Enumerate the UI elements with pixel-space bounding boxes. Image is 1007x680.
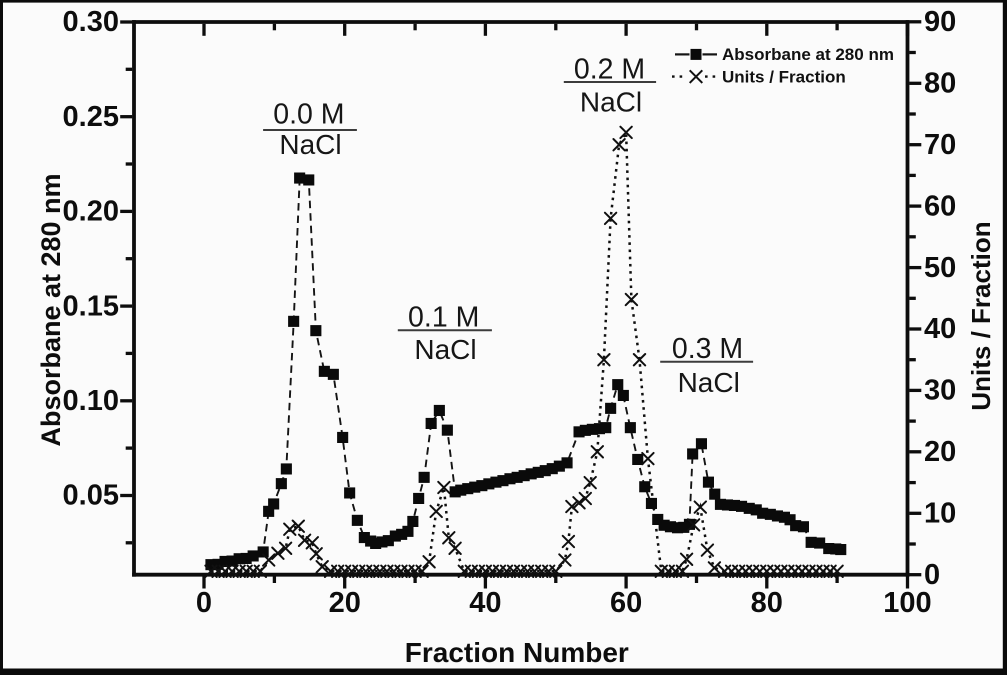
svg-text:NaCl: NaCl [678, 367, 740, 398]
svg-text:0: 0 [196, 587, 212, 619]
svg-text:60: 60 [924, 190, 956, 222]
svg-text:NaCl: NaCl [414, 334, 476, 365]
svg-text:Absorbane at 280 nm: Absorbane at 280 nm [36, 173, 66, 446]
svg-text:80: 80 [751, 587, 783, 619]
svg-text:0.2 M: 0.2 M [574, 53, 645, 85]
svg-text:0.20: 0.20 [63, 196, 119, 228]
svg-text:0.3 M: 0.3 M [672, 333, 743, 365]
svg-text:0.05: 0.05 [63, 480, 119, 512]
svg-text:80: 80 [924, 68, 956, 100]
svg-text:100: 100 [883, 587, 931, 619]
svg-text:0.25: 0.25 [63, 101, 119, 133]
svg-text:Absorbane at 280 nm: Absorbane at 280 nm [722, 45, 894, 64]
svg-text:50: 50 [924, 252, 956, 284]
svg-text:60: 60 [610, 587, 642, 619]
svg-text:0.1 M: 0.1 M [408, 301, 479, 333]
svg-text:20: 20 [924, 436, 956, 468]
svg-text:NaCl: NaCl [580, 87, 642, 118]
svg-text:Units / Fraction: Units / Fraction [966, 221, 996, 410]
svg-text:0.30: 0.30 [63, 6, 119, 38]
svg-text:90: 90 [924, 6, 956, 38]
svg-text:0.10: 0.10 [63, 385, 119, 417]
svg-text:NaCl: NaCl [279, 129, 341, 160]
svg-text:Fraction Number: Fraction Number [405, 637, 629, 668]
svg-text:0.0 M: 0.0 M [273, 99, 344, 131]
svg-text:20: 20 [329, 587, 361, 619]
svg-text:0.15: 0.15 [63, 290, 119, 322]
svg-text:40: 40 [469, 587, 501, 619]
svg-text:Units / Fraction: Units / Fraction [722, 68, 846, 87]
svg-text:10: 10 [924, 498, 956, 530]
svg-text:40: 40 [924, 313, 956, 345]
svg-text:0: 0 [924, 559, 940, 591]
svg-text:30: 30 [924, 375, 956, 407]
svg-text:70: 70 [924, 129, 956, 161]
